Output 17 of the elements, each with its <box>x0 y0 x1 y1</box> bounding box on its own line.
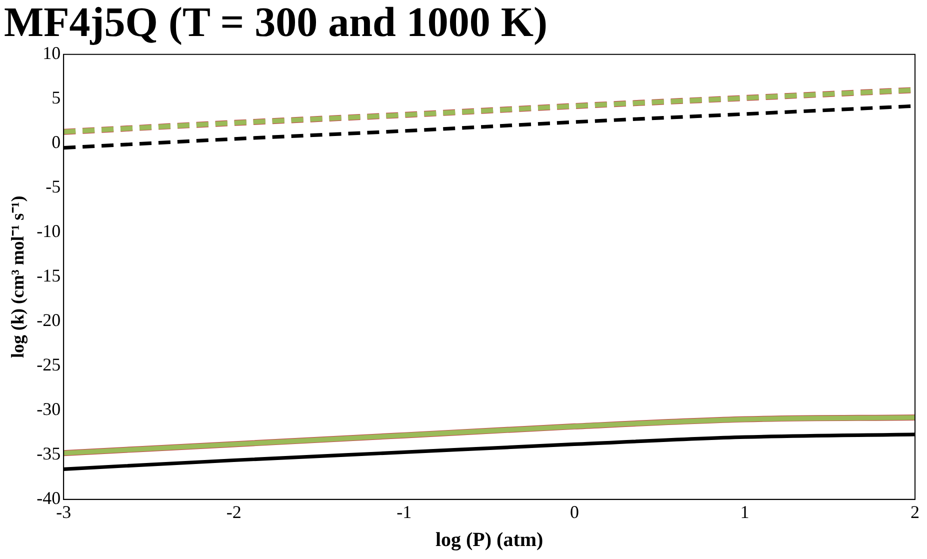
x-tick-label: -2 <box>226 502 242 522</box>
y-tick-label: -10 <box>36 221 61 242</box>
y-axis-title: log (k) (cm³ mol⁻¹ s⁻¹) <box>7 196 28 358</box>
x-axis-title: log (P) (atm) <box>435 529 544 552</box>
y-tick-label: -20 <box>36 310 61 330</box>
y-tick-label: -25 <box>36 354 61 375</box>
y-tick-label: -15 <box>36 266 61 286</box>
x-tick-label: 0 <box>570 502 579 522</box>
y-tick-label: -30 <box>36 399 61 420</box>
x-tick-label: 2 <box>910 502 920 522</box>
y-tick-label: -40 <box>36 488 61 508</box>
x-tick-label: 1 <box>740 502 750 522</box>
x-tick-label: -1 <box>396 502 412 522</box>
y-tick-label: 5 <box>52 88 61 108</box>
y-tick-label: -5 <box>46 176 61 197</box>
y-tick-label: -35 <box>36 444 61 464</box>
y-tick-label: 0 <box>52 132 61 152</box>
